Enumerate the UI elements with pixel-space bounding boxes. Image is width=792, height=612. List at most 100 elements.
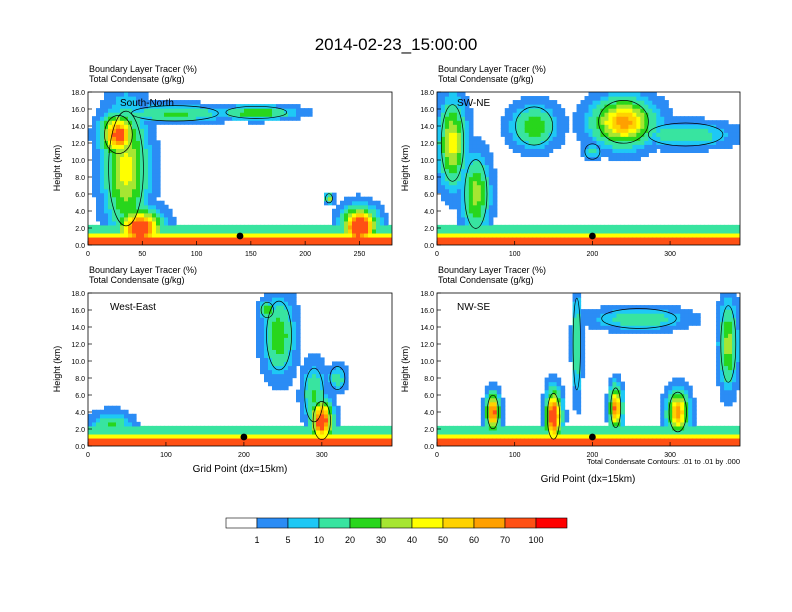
tracer-cell	[108, 96, 113, 101]
tracer-cell	[264, 353, 269, 359]
tracer-cell	[616, 128, 621, 133]
tracer-cell	[612, 413, 618, 419]
tracer-cell	[464, 100, 470, 105]
tracer-cell	[716, 232, 721, 238]
tracer-cell	[437, 152, 442, 158]
tracer-cell	[464, 172, 470, 178]
tracer-cell	[196, 104, 201, 109]
tracer-cell	[560, 429, 566, 435]
tracer-cell	[484, 228, 490, 234]
tracer-cell	[560, 393, 566, 399]
tracer-cell	[188, 437, 193, 443]
tracer-cell	[556, 417, 562, 423]
tracer-cell	[616, 429, 621, 435]
tracer-cell	[664, 389, 669, 395]
tracer-cell	[736, 317, 740, 322]
tracer-cell	[284, 349, 289, 354]
tracer-cell	[728, 293, 733, 298]
tracer-cell	[512, 425, 518, 431]
tracer-cell	[580, 441, 586, 446]
tracer-cell	[516, 433, 522, 439]
tracer-cell	[476, 216, 482, 222]
tracer-cell	[652, 228, 657, 234]
tracer-cell	[148, 116, 153, 121]
tracer-cell	[104, 429, 109, 435]
tracer-cell	[148, 196, 153, 202]
tracer-cell	[168, 120, 173, 125]
tracer-cell	[468, 112, 474, 117]
tracer-cell	[532, 128, 538, 133]
tracer-cell	[520, 140, 526, 145]
tracer-cell	[712, 132, 717, 137]
tracer-cell	[136, 425, 141, 431]
tracer-cell	[504, 132, 510, 137]
tracer-cell	[156, 437, 161, 443]
tracer-cell	[160, 232, 165, 238]
tracer-cell	[356, 433, 361, 439]
tracer-cell	[636, 329, 641, 334]
tracer-cell	[272, 353, 277, 359]
tracer-cell	[688, 313, 693, 318]
tracer-cell	[192, 224, 197, 230]
tracer-cell	[100, 132, 105, 137]
tracer-cell	[188, 441, 193, 446]
tracer-cell	[612, 317, 618, 322]
tracer-cell	[112, 100, 117, 105]
tracer-cell	[592, 112, 598, 117]
tracer-cell	[628, 112, 633, 117]
tracer-cell	[332, 413, 337, 419]
tracer-cell	[456, 208, 462, 214]
tracer-cell	[488, 397, 494, 403]
tracer-cell	[140, 232, 145, 238]
tracer-cell	[720, 349, 725, 354]
tracer-cell	[720, 236, 725, 242]
tracer-cell	[120, 433, 125, 439]
tracer-cell	[136, 92, 141, 97]
tracer-cell	[500, 409, 506, 415]
tracer-cell	[648, 224, 653, 230]
tracer-cell	[440, 128, 446, 133]
tracer-cell	[437, 164, 442, 170]
tracer-cell	[104, 140, 109, 145]
tracer-cell	[348, 228, 353, 234]
tracer-cell	[696, 441, 701, 446]
tracer-cell	[512, 437, 518, 443]
tracer-cell	[152, 140, 157, 145]
location-marker	[236, 232, 244, 240]
tracer-cell	[472, 148, 478, 153]
tracer-cell	[96, 144, 101, 149]
tracer-cell	[104, 148, 109, 153]
tracer-cell	[660, 128, 665, 133]
tracer-cell	[484, 389, 490, 395]
tracer-cell	[128, 192, 133, 198]
tracer-cell	[332, 393, 337, 399]
tracer-cell	[656, 132, 661, 137]
tracer-cell	[280, 373, 285, 379]
tracer-cell	[576, 401, 582, 407]
tracer-cell	[112, 200, 117, 206]
tracer-cell	[644, 100, 649, 105]
tracer-cell	[500, 236, 506, 242]
tracer-cell	[252, 437, 257, 443]
tracer-cell	[288, 353, 293, 359]
tracer-cell	[648, 232, 653, 238]
tracer-cell	[120, 160, 125, 166]
tracer-cell	[348, 212, 353, 218]
tracer-cell	[624, 313, 629, 318]
tracer-cell	[276, 349, 281, 354]
tracer-cell	[140, 212, 145, 218]
tracer-cell	[164, 429, 169, 435]
tracer-cell	[292, 341, 297, 346]
tracer-cell	[640, 317, 645, 322]
tracer-cell	[524, 228, 530, 234]
tracer-cell	[440, 429, 446, 435]
tracer-cell	[696, 240, 701, 245]
tracer-cell	[308, 108, 313, 113]
y-tick-label: 6.0	[75, 393, 85, 400]
tracer-cell	[328, 405, 333, 411]
tracer-cell	[272, 112, 277, 117]
tracer-cell	[384, 429, 389, 435]
tracer-cell	[264, 357, 269, 363]
x-tick-label: 200	[587, 251, 599, 258]
tracer-cell	[284, 433, 289, 439]
